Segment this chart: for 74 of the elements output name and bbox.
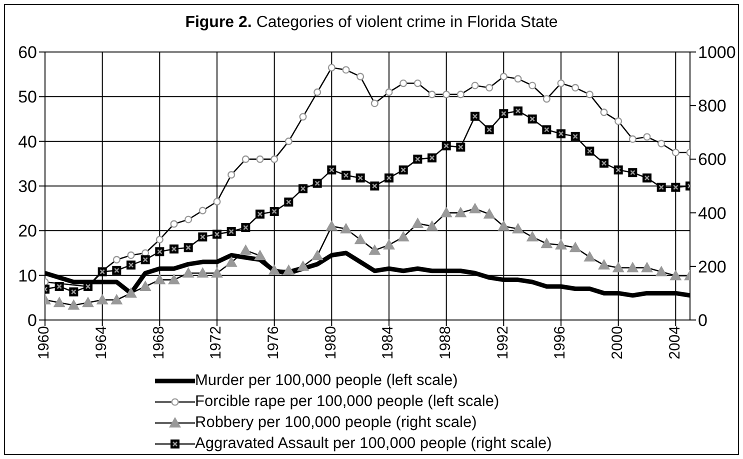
legend-label: Robbery per 100,000 people (right scale) xyxy=(195,414,477,432)
y2-tick-label: 600 xyxy=(698,150,726,170)
y-tick-label: 30 xyxy=(18,177,37,196)
point xyxy=(569,242,582,252)
y2-tick-label: 400 xyxy=(698,204,726,223)
point xyxy=(598,259,610,270)
point xyxy=(440,206,452,218)
point xyxy=(68,299,80,310)
point xyxy=(512,222,524,234)
legend-label: Murder per 100,000 people (left scale) xyxy=(195,372,458,390)
x-tick-label: 1984 xyxy=(380,326,397,360)
y-tick-label: 60 xyxy=(18,43,37,62)
point xyxy=(555,238,567,250)
point xyxy=(240,244,252,255)
y-tick-label: 50 xyxy=(18,88,37,107)
y2-tick-label: 0 xyxy=(698,311,708,330)
point xyxy=(297,260,309,271)
point xyxy=(254,250,266,260)
point xyxy=(354,234,366,244)
point xyxy=(211,267,223,278)
point xyxy=(469,202,481,214)
chart-title: Figure 2. Categories of violent crime in Florida State xyxy=(184,14,559,33)
point xyxy=(483,208,496,219)
y-tick-label: 40 xyxy=(18,132,37,152)
y2-tick-label: 1000 xyxy=(698,43,736,62)
y-tick-label: 10 xyxy=(18,266,37,286)
point xyxy=(168,274,180,284)
point xyxy=(655,266,668,276)
point xyxy=(326,220,338,231)
x-tick-label: 1972 xyxy=(208,326,225,360)
x-tick-label: 1976 xyxy=(264,326,282,360)
point xyxy=(412,218,424,228)
x-tick-label: 2000 xyxy=(608,326,626,360)
point xyxy=(139,280,152,291)
point xyxy=(82,296,94,308)
x-tick-label: 1980 xyxy=(322,326,340,360)
point xyxy=(383,238,395,250)
point xyxy=(454,206,467,218)
point xyxy=(225,256,238,267)
point xyxy=(268,264,280,275)
legend-label: Forcible rape per 100,000 people (left scale) xyxy=(195,392,500,410)
point xyxy=(612,262,624,272)
x-tick-label: 1992 xyxy=(494,326,512,360)
x-tick-label: 1996 xyxy=(552,326,569,360)
x-tick-label: 2004 xyxy=(666,326,684,360)
legend-label: Aggravated Assault per 100,000 people (right scale) xyxy=(195,434,552,452)
point xyxy=(670,270,682,280)
point xyxy=(282,264,295,275)
point xyxy=(368,244,381,255)
point xyxy=(154,274,166,284)
point xyxy=(584,251,596,262)
point xyxy=(311,250,324,260)
point xyxy=(53,296,66,308)
y-tick-label: 0 xyxy=(28,311,37,330)
point xyxy=(196,267,209,278)
point xyxy=(426,220,438,231)
point xyxy=(125,287,137,298)
point xyxy=(626,262,639,272)
point xyxy=(96,294,108,304)
point xyxy=(110,294,123,304)
point xyxy=(540,238,553,248)
x-tick-label: 1968 xyxy=(150,326,168,360)
y2-tick-label: 200 xyxy=(698,257,726,276)
x-tick-label: 1960 xyxy=(36,326,53,360)
point xyxy=(498,220,510,231)
y-tick-label: 20 xyxy=(18,222,37,241)
point xyxy=(526,230,538,242)
y2-tick-label: 800 xyxy=(698,96,726,116)
x-tick-label: 1964 xyxy=(92,326,110,360)
x-tick-label: 1988 xyxy=(436,326,454,360)
point xyxy=(182,267,194,278)
point xyxy=(340,222,352,234)
point xyxy=(641,262,653,272)
point xyxy=(397,230,410,242)
